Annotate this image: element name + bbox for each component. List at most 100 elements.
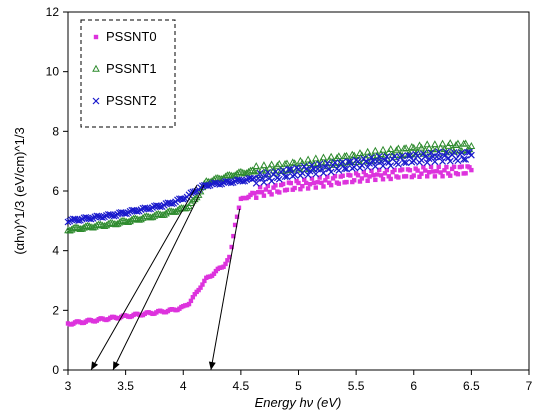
y-tick-label: 8 (52, 124, 59, 138)
y-tick-label: 12 (46, 5, 60, 19)
data-point (392, 146, 401, 154)
data-point (378, 173, 384, 178)
data-point (455, 172, 461, 177)
data-point (271, 185, 276, 190)
data-point (344, 179, 349, 185)
data-point (421, 165, 426, 170)
data-point (467, 151, 475, 159)
x-tick-label: 6 (410, 379, 417, 393)
data-point (419, 149, 428, 157)
fit-line (208, 208, 241, 371)
data-point (327, 180, 332, 185)
data-point (336, 181, 342, 186)
y-tick-label: 2 (52, 303, 59, 317)
data-point (463, 171, 468, 176)
data-point (441, 152, 448, 160)
data-point (348, 173, 353, 178)
data-point (307, 182, 313, 187)
data-point (429, 145, 437, 153)
data-point (306, 159, 314, 166)
data-point (302, 177, 307, 182)
data-point (291, 171, 299, 179)
data-point (232, 222, 238, 228)
y-tick-label: 0 (52, 363, 59, 377)
data-point (384, 167, 390, 173)
data-point (279, 166, 287, 174)
data-point (464, 148, 471, 156)
data-point (461, 139, 470, 147)
data-point (361, 169, 367, 175)
data-point (458, 149, 466, 157)
data-point (191, 188, 199, 195)
data-point (145, 205, 153, 213)
data-point (275, 175, 283, 183)
data-point (438, 139, 447, 147)
data-point (448, 173, 453, 178)
data-point (257, 185, 263, 190)
x-tick-label: 6.5 (463, 379, 480, 393)
data-point (108, 219, 117, 226)
data-point (74, 224, 83, 232)
data-point (363, 147, 372, 155)
data-point (156, 203, 164, 211)
data-point (423, 159, 431, 166)
data-point (288, 180, 294, 186)
series-layer (64, 139, 476, 327)
data-point (406, 152, 414, 159)
data-point (192, 292, 197, 297)
data-point (131, 214, 140, 222)
data-point (259, 190, 265, 195)
data-point (82, 213, 90, 221)
data-point (366, 160, 373, 167)
data-point (280, 181, 286, 187)
data-point (156, 210, 165, 218)
data-point (421, 153, 429, 161)
legend-marker (93, 34, 99, 40)
data-point (332, 173, 338, 179)
data-point (283, 159, 291, 167)
data-point (407, 168, 413, 173)
data-point (318, 165, 325, 173)
data-point (398, 152, 406, 160)
data-point (425, 155, 433, 163)
data-point (373, 177, 378, 183)
data-point (73, 223, 81, 231)
data-point (411, 150, 420, 158)
arrow-head (112, 361, 120, 370)
data-point (334, 152, 343, 160)
data-point (371, 172, 376, 178)
arrow-head (91, 361, 99, 370)
data-point (317, 175, 322, 180)
data-point (327, 152, 336, 160)
y-tick-label: 10 (46, 65, 60, 79)
data-point (263, 187, 269, 192)
data-point (168, 200, 176, 208)
data-point (141, 204, 149, 212)
data-point (376, 167, 382, 173)
data-point (379, 145, 387, 153)
data-point (179, 195, 187, 203)
y-axis-label: (αhν)^1/3 (eV/cm)^1/3 (12, 127, 27, 254)
data-point (411, 173, 416, 178)
data-point (211, 271, 217, 276)
data-point (430, 169, 436, 174)
series-pssnt0 (65, 164, 474, 327)
data-point (375, 172, 380, 177)
data-point (396, 175, 401, 180)
data-point (190, 295, 196, 300)
data-point (435, 148, 443, 156)
data-point (345, 158, 352, 166)
data-point (381, 156, 389, 164)
data-point (402, 144, 410, 152)
data-point (415, 168, 420, 173)
data-point (403, 174, 409, 179)
data-point (202, 278, 207, 284)
data-point (377, 158, 385, 166)
data-point (437, 153, 445, 161)
data-point (267, 160, 276, 168)
data-point (328, 182, 334, 188)
data-point (400, 159, 408, 166)
data-point (315, 163, 324, 171)
data-point (285, 166, 293, 173)
data-point (133, 215, 141, 223)
